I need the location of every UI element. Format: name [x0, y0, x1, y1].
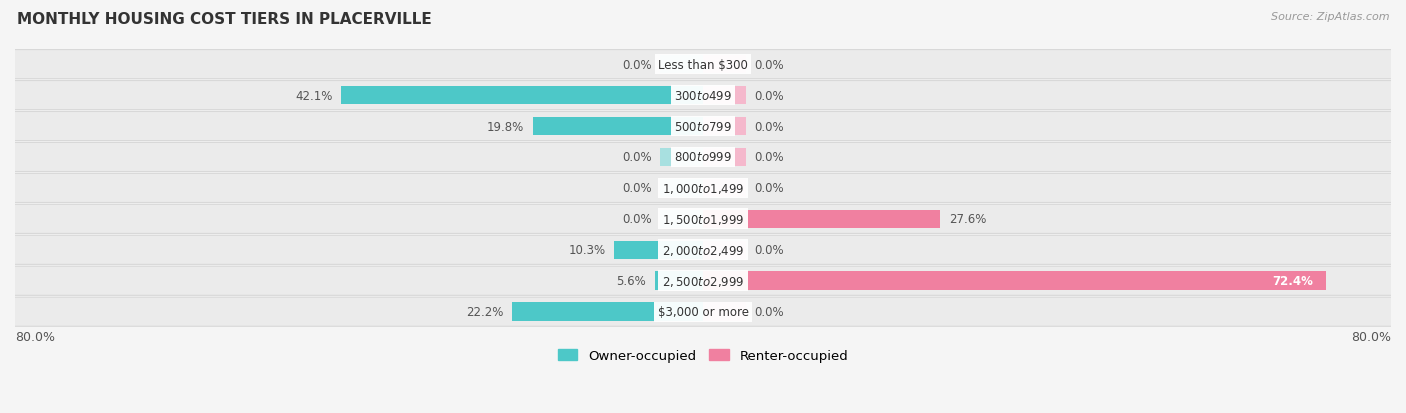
- Text: $1,000 to $1,499: $1,000 to $1,499: [662, 181, 744, 195]
- Bar: [533, 117, 703, 136]
- FancyBboxPatch shape: [7, 143, 1399, 172]
- Text: Less than $300: Less than $300: [658, 59, 748, 71]
- Legend: Owner-occupied, Renter-occupied: Owner-occupied, Renter-occupied: [553, 343, 853, 367]
- Text: 0.0%: 0.0%: [755, 151, 785, 164]
- Text: 80.0%: 80.0%: [1351, 330, 1391, 344]
- Text: 0.0%: 0.0%: [755, 306, 785, 318]
- FancyBboxPatch shape: [7, 236, 1399, 265]
- Text: 0.0%: 0.0%: [621, 182, 651, 195]
- Bar: [703, 241, 747, 259]
- Text: 22.2%: 22.2%: [467, 306, 503, 318]
- Text: $3,000 or more: $3,000 or more: [658, 306, 748, 318]
- Text: 72.4%: 72.4%: [1272, 275, 1313, 287]
- Bar: [659, 148, 703, 167]
- Text: 0.0%: 0.0%: [755, 120, 785, 133]
- Text: $300 to $499: $300 to $499: [673, 89, 733, 102]
- Text: MONTHLY HOUSING COST TIERS IN PLACERVILLE: MONTHLY HOUSING COST TIERS IN PLACERVILL…: [17, 12, 432, 27]
- Text: 19.8%: 19.8%: [486, 120, 524, 133]
- Bar: [340, 87, 703, 105]
- Bar: [655, 272, 703, 290]
- FancyBboxPatch shape: [7, 81, 1399, 110]
- Text: 0.0%: 0.0%: [755, 89, 785, 102]
- FancyBboxPatch shape: [7, 205, 1399, 234]
- Text: 0.0%: 0.0%: [621, 213, 651, 226]
- FancyBboxPatch shape: [7, 112, 1399, 141]
- Text: 27.6%: 27.6%: [949, 213, 987, 226]
- Text: 0.0%: 0.0%: [621, 59, 651, 71]
- Bar: [703, 272, 1326, 290]
- Bar: [659, 56, 703, 74]
- Bar: [703, 117, 747, 136]
- Bar: [512, 303, 703, 321]
- Bar: [659, 210, 703, 229]
- Text: $2,500 to $2,999: $2,500 to $2,999: [662, 274, 744, 288]
- FancyBboxPatch shape: [7, 266, 1399, 296]
- Text: $1,500 to $1,999: $1,500 to $1,999: [662, 212, 744, 226]
- Text: 80.0%: 80.0%: [15, 330, 55, 344]
- FancyBboxPatch shape: [7, 174, 1399, 203]
- Text: 10.3%: 10.3%: [568, 244, 606, 257]
- Text: $2,000 to $2,499: $2,000 to $2,499: [662, 243, 744, 257]
- FancyBboxPatch shape: [7, 297, 1399, 327]
- Bar: [703, 56, 747, 74]
- FancyBboxPatch shape: [7, 50, 1399, 79]
- Text: Source: ZipAtlas.com: Source: ZipAtlas.com: [1271, 12, 1389, 22]
- Bar: [659, 179, 703, 198]
- Bar: [703, 210, 941, 229]
- Text: $800 to $999: $800 to $999: [673, 151, 733, 164]
- Bar: [703, 148, 747, 167]
- Text: 0.0%: 0.0%: [621, 151, 651, 164]
- Text: 5.6%: 5.6%: [616, 275, 647, 287]
- Text: 0.0%: 0.0%: [755, 244, 785, 257]
- Bar: [614, 241, 703, 259]
- Bar: [703, 303, 747, 321]
- Text: 0.0%: 0.0%: [755, 59, 785, 71]
- Text: 42.1%: 42.1%: [295, 89, 332, 102]
- Bar: [703, 179, 747, 198]
- Bar: [703, 87, 747, 105]
- Text: $500 to $799: $500 to $799: [673, 120, 733, 133]
- Text: 0.0%: 0.0%: [755, 182, 785, 195]
